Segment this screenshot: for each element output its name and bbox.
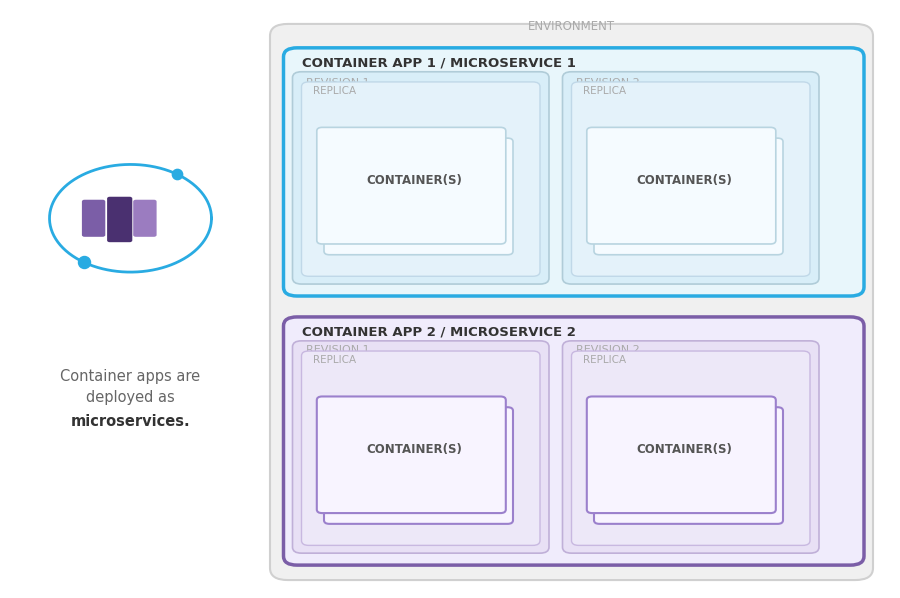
Text: deployed as: deployed as xyxy=(86,390,175,405)
FancyBboxPatch shape xyxy=(292,341,549,553)
FancyBboxPatch shape xyxy=(587,127,776,244)
FancyBboxPatch shape xyxy=(284,48,864,296)
Text: CONTAINER APP 2 / MICROSERVICE 2: CONTAINER APP 2 / MICROSERVICE 2 xyxy=(302,325,575,338)
FancyBboxPatch shape xyxy=(324,407,513,524)
Text: CONTAINER(S): CONTAINER(S) xyxy=(636,174,732,187)
FancyBboxPatch shape xyxy=(107,197,132,242)
FancyBboxPatch shape xyxy=(324,138,513,255)
Text: REPLICA: REPLICA xyxy=(313,86,356,96)
FancyBboxPatch shape xyxy=(284,317,864,565)
FancyBboxPatch shape xyxy=(302,351,540,545)
Point xyxy=(76,258,91,267)
Text: REVISION 1: REVISION 1 xyxy=(306,345,370,355)
Point xyxy=(170,169,184,179)
Text: REVISION 2: REVISION 2 xyxy=(576,78,640,87)
Text: CONTAINER(S): CONTAINER(S) xyxy=(636,443,732,456)
FancyBboxPatch shape xyxy=(270,24,873,580)
Text: CONTAINER APP 1 / MICROSERVICE 1: CONTAINER APP 1 / MICROSERVICE 1 xyxy=(302,56,575,69)
Text: REPLICA: REPLICA xyxy=(313,355,356,365)
FancyBboxPatch shape xyxy=(317,396,506,513)
FancyBboxPatch shape xyxy=(317,127,506,244)
FancyBboxPatch shape xyxy=(562,341,819,553)
FancyBboxPatch shape xyxy=(572,82,810,276)
Text: REVISION 2: REVISION 2 xyxy=(576,345,640,355)
Text: REVISION 1: REVISION 1 xyxy=(306,78,370,87)
FancyBboxPatch shape xyxy=(594,138,783,255)
Text: CONTAINER(S): CONTAINER(S) xyxy=(366,443,462,456)
FancyBboxPatch shape xyxy=(82,200,105,237)
FancyBboxPatch shape xyxy=(587,396,776,513)
FancyBboxPatch shape xyxy=(572,351,810,545)
Text: REPLICA: REPLICA xyxy=(583,86,626,96)
Text: CONTAINER(S): CONTAINER(S) xyxy=(366,174,462,187)
FancyBboxPatch shape xyxy=(133,200,157,237)
FancyBboxPatch shape xyxy=(594,407,783,524)
FancyBboxPatch shape xyxy=(292,72,549,284)
Text: REPLICA: REPLICA xyxy=(583,355,626,365)
Text: ENVIRONMENT: ENVIRONMENT xyxy=(528,20,615,33)
Text: Container apps are: Container apps are xyxy=(60,369,201,385)
FancyBboxPatch shape xyxy=(562,72,819,284)
FancyBboxPatch shape xyxy=(302,82,540,276)
Text: microservices.: microservices. xyxy=(71,414,190,429)
